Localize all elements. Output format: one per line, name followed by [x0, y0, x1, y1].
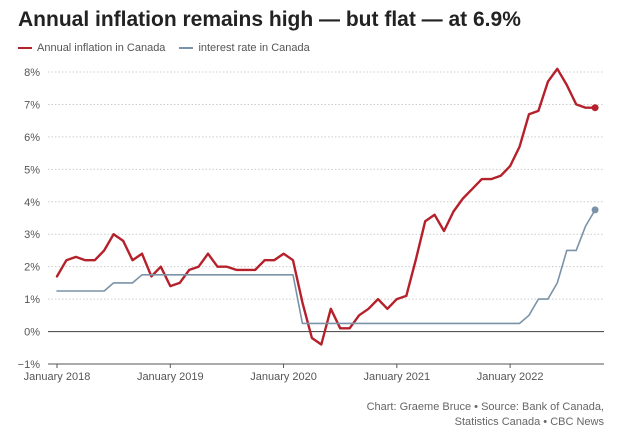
y-tick-label: 6% [24, 132, 40, 144]
y-tick-label: −1% [18, 359, 41, 371]
legend-item-inflation: Annual inflation in Canada [18, 42, 165, 54]
x-tick-label: January 2019 [137, 371, 204, 383]
source-line-2: Statistics Canada • CBC News [454, 416, 604, 428]
legend-label-interest: interest rate in Canada [198, 42, 310, 54]
x-tick-label: January 2021 [364, 371, 431, 383]
legend-item-interest: interest rate in Canada [179, 42, 310, 54]
legend: Annual inflation in Canada interest rate… [18, 42, 324, 54]
y-tick-label: 7% [24, 99, 40, 111]
chart-title: Annual inflation remains high — but flat… [18, 8, 521, 31]
y-tick-label: 8% [24, 67, 40, 79]
y-tick-label: 5% [24, 164, 40, 176]
y-tick-label: 3% [24, 229, 40, 241]
y-tick-label: 2% [24, 262, 40, 274]
y-tick-label: 0% [24, 327, 40, 339]
y-tick-label: 1% [24, 294, 40, 306]
legend-swatch-interest [179, 47, 194, 49]
legend-swatch-inflation [18, 47, 32, 49]
y-tick-label: 4% [24, 197, 40, 209]
series-endpoint-inflation [591, 104, 599, 112]
series-line-interest [56, 209, 596, 325]
series-endpoint-interest [591, 206, 599, 214]
source-line-1: Chart: Graeme Bruce • Source: Bank of Ca… [366, 401, 604, 413]
x-tick-label: January 2020 [250, 371, 317, 383]
series-line-inflation [55, 67, 597, 346]
legend-label-inflation: Annual inflation in Canada [37, 42, 166, 54]
source-credit: Chart: Graeme Bruce • Source: Bank of Ca… [367, 400, 604, 430]
x-tick-label: January 2022 [477, 371, 544, 383]
x-tick-label: January 2018 [24, 371, 91, 383]
